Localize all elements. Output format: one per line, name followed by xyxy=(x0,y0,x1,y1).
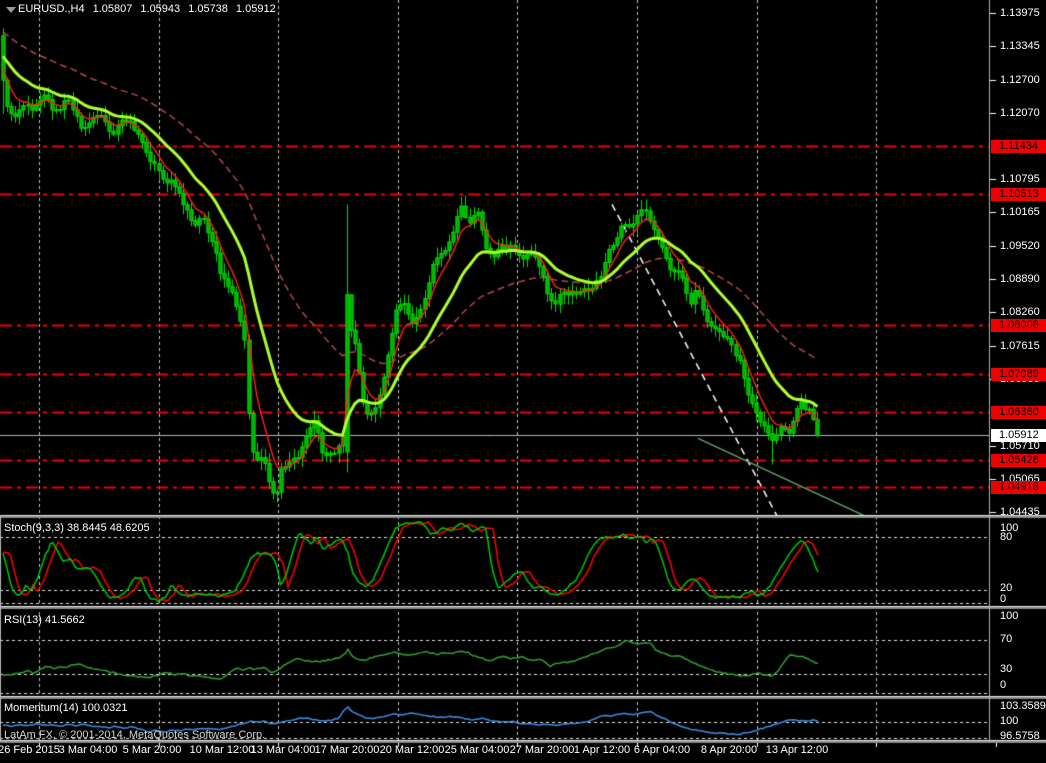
price-axis-label: 1.10795 xyxy=(1000,173,1040,185)
price-level-label: 1.08008 xyxy=(991,319,1046,332)
time-axis-label: 20 Mar 12:00 xyxy=(379,744,445,756)
price-axis-label: 1.04435 xyxy=(1000,506,1040,518)
price-axis-label: 1.12070 xyxy=(1000,107,1040,119)
time-axis-label: 6 Apr 04:00 xyxy=(633,744,691,756)
price-axis-label: 1.07615 xyxy=(1000,340,1040,352)
time-axis-label: 26 Feb 2015 xyxy=(0,744,60,756)
rsi-scale-label: 100 xyxy=(1000,610,1019,622)
rsi-scale-label: 0 xyxy=(1000,679,1007,691)
price-axis-label: 1.09520 xyxy=(1000,240,1040,252)
time-axis-label: 1 Apr 12:00 xyxy=(573,744,631,756)
time-axis-label: 8 Apr 20:00 xyxy=(700,744,758,756)
rsi-scale-label: 70 xyxy=(1000,633,1013,645)
price-axis-label: 1.05710 xyxy=(1000,440,1040,452)
momentum-indicator-label: Momentum(14) 100.0321 xyxy=(4,702,128,714)
momentum-scale-label: 103.3589 xyxy=(1000,700,1046,712)
rsi-scale-label: 30 xyxy=(1000,663,1013,675)
stoch-indicator-label: Stoch(9,3,3) 38.8445 48.6205 xyxy=(4,522,150,534)
time-axis-label: 5 Mar 20:00 xyxy=(122,744,182,756)
price-level-label: 1.11434 xyxy=(991,140,1046,153)
ohlc-low: 1.05738 xyxy=(188,3,228,15)
price-axis-label: 1.10165 xyxy=(1000,206,1040,218)
ohlc-high: 1.05943 xyxy=(140,3,181,15)
chart-title: EURUSD.,H4 1.05807 1.05943 1.05738 1.05912 xyxy=(18,3,284,15)
stoch-scale-label: 100 xyxy=(1000,522,1019,534)
price-axis[interactable]: 1.13975 1.13345 1.12700 1.12070 1.10795 1.101… xyxy=(991,0,1046,742)
price-level-label: 1.04918 xyxy=(991,481,1046,494)
momentum-scale-label: 100 xyxy=(1000,715,1019,727)
stoch-scale-label: 0 xyxy=(1000,593,1007,605)
time-axis-label: 13 Apr 12:00 xyxy=(765,744,829,756)
price-level-label: 1.10513 xyxy=(991,188,1046,201)
current-price-label: 1.05912 xyxy=(991,429,1046,442)
time-axis-label: 25 Mar 04:00 xyxy=(444,744,510,756)
price-level-label: 1.07089 xyxy=(991,368,1046,381)
price-axis-label: 1.12700 xyxy=(1000,74,1040,86)
symbol-dropdown-icon[interactable] xyxy=(6,7,16,13)
price-level-label: 1.05428 xyxy=(991,454,1046,467)
price-axis-label: 1.08890 xyxy=(1000,273,1040,285)
stoch-scale-label: 80 xyxy=(1000,531,1013,543)
time-axis-label: 3 Mar 04:00 xyxy=(58,744,118,756)
time-axis-label: 10 Mar 12:00 xyxy=(189,744,255,756)
price-axis-label: 1.13975 xyxy=(1000,7,1040,19)
time-axis[interactable]: 26 Feb 2015 3 Mar 04:00 5 Mar 20:00 10 Mar … xyxy=(0,742,1046,763)
ohlc-close: 1.05912 xyxy=(235,3,276,15)
rsi-indicator-label: RSI(13) 41.5662 xyxy=(4,614,85,626)
time-axis-label: 13 Mar 04:00 xyxy=(250,744,316,756)
copyright-text: LatAm FX, © 2001-2014, MetaQuotes Softwa… xyxy=(4,729,266,741)
ohlc-open: 1.05807 xyxy=(92,3,133,15)
price-level-label: 1.06360 xyxy=(991,406,1046,419)
symbol-period-label: EURUSD.,H4 xyxy=(18,3,85,15)
time-axis-label: 27 Mar 20:00 xyxy=(509,744,575,756)
price-axis-label: 1.13345 xyxy=(1000,40,1040,52)
stoch-scale-label: 20 xyxy=(1000,582,1013,594)
time-axis-label: 17 Mar 20:00 xyxy=(314,744,380,756)
price-axis-label: 1.08260 xyxy=(1000,306,1040,318)
momentum-scale-label: 96.5758 xyxy=(1000,730,1040,742)
